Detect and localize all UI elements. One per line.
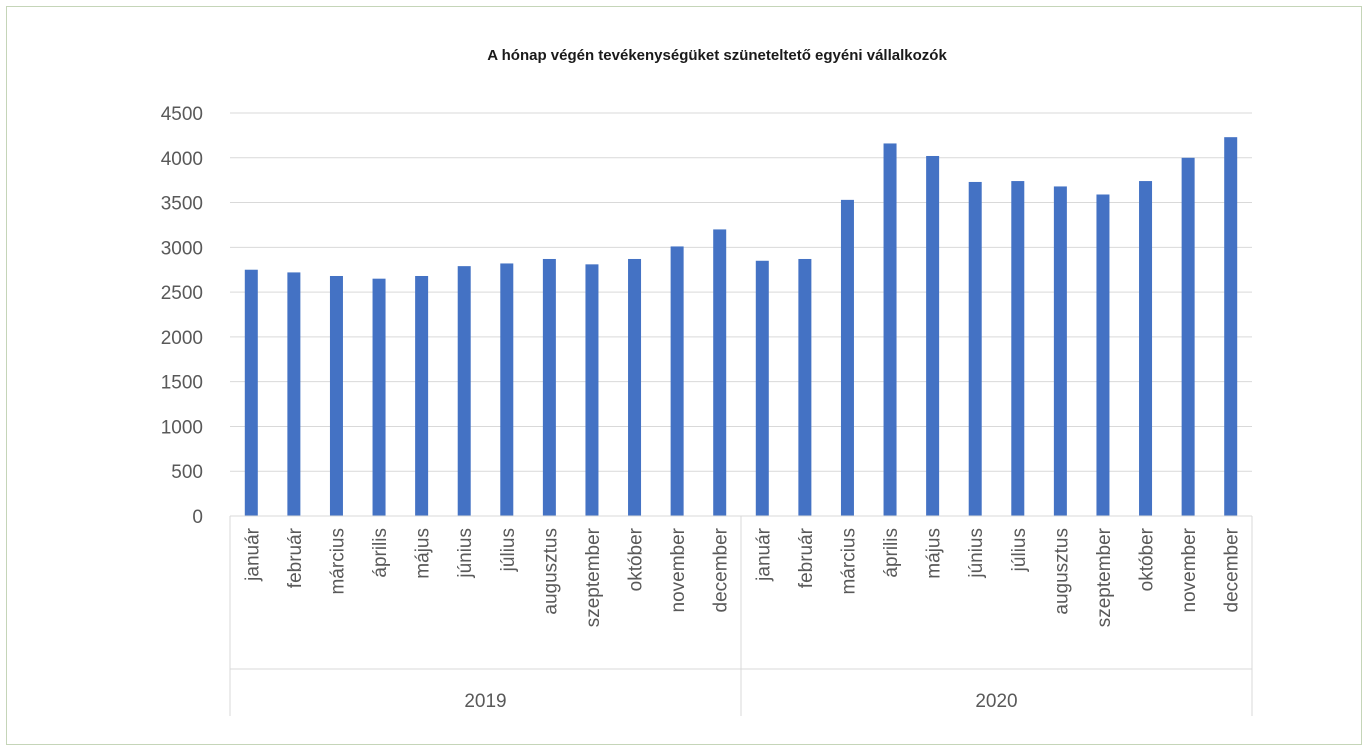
x-tick-label: január	[242, 527, 263, 581]
group-label: 2020	[975, 691, 1017, 712]
bar	[798, 258, 812, 516]
x-tick-label: augusztus	[1051, 528, 1072, 615]
x-tick-label: március	[327, 528, 348, 595]
y-tick-label: 4500	[161, 104, 203, 125]
bar	[1224, 137, 1238, 516]
bar	[372, 278, 386, 516]
bar	[1139, 181, 1153, 516]
y-tick-label: 500	[171, 462, 203, 483]
bar	[329, 275, 343, 516]
bar	[415, 275, 429, 516]
x-tick-label: április	[881, 528, 902, 578]
x-tick-label: június	[966, 528, 987, 579]
x-tick-label: július	[1009, 528, 1030, 572]
x-tick-label: december	[1222, 527, 1243, 612]
bar	[1053, 186, 1067, 517]
bar	[1096, 194, 1110, 517]
x-tick-label: augusztus	[540, 528, 561, 615]
x-tick-label: július	[498, 528, 519, 572]
x-tick-label: szeptember	[583, 527, 604, 627]
x-tick-label: november	[668, 527, 689, 612]
bar	[287, 272, 301, 516]
x-tick-label: április	[370, 528, 391, 578]
bar	[1181, 157, 1195, 516]
bar	[755, 260, 769, 516]
bar	[628, 258, 642, 516]
y-tick-label: 4000	[161, 149, 203, 170]
y-tick-label: 3000	[161, 238, 203, 259]
y-tick-label: 1500	[161, 373, 203, 394]
bar	[1011, 181, 1025, 516]
x-tick-label: május	[924, 528, 945, 579]
chart-title: A hónap végén tevékenységüket szünetelte…	[487, 47, 947, 64]
x-tick-label: október	[626, 527, 647, 591]
bar	[883, 143, 897, 516]
bar	[713, 229, 727, 516]
chart-frame	[6, 6, 1362, 745]
bar	[840, 199, 854, 516]
bar	[542, 258, 556, 516]
y-axis-ticks: 0 500 1000 1500 2000 2500 3000 3500 4000 4500	[161, 104, 203, 528]
bar	[457, 266, 471, 516]
x-axis: január február március április május június jú…	[229, 515, 1253, 716]
x-tick-label: június	[455, 528, 476, 579]
y-tick-label: 1000	[161, 417, 203, 438]
group-label: 2019	[464, 691, 506, 712]
bar	[500, 263, 514, 516]
y-tick-label: 0	[192, 507, 203, 528]
bar	[926, 155, 940, 516]
x-tick-label: március	[838, 528, 859, 595]
x-tick-label: május	[413, 528, 434, 579]
x-tick-label: december	[711, 527, 732, 612]
bar	[244, 269, 258, 516]
bars	[244, 137, 1238, 517]
y-tick-label: 2000	[161, 328, 203, 349]
x-tick-label: szeptember	[1094, 527, 1115, 627]
bar	[585, 264, 599, 516]
x-tick-label: január	[753, 527, 774, 581]
y-tick-label: 2500	[161, 283, 203, 304]
x-tick-label: február	[796, 527, 817, 588]
bar	[670, 246, 684, 516]
y-tick-label: 3500	[161, 194, 203, 215]
bar	[968, 181, 982, 517]
gridlines	[230, 112, 1252, 472]
x-tick-label: november	[1179, 527, 1200, 612]
x-tick-label: február	[285, 527, 306, 588]
x-tick-label: október	[1137, 527, 1158, 591]
